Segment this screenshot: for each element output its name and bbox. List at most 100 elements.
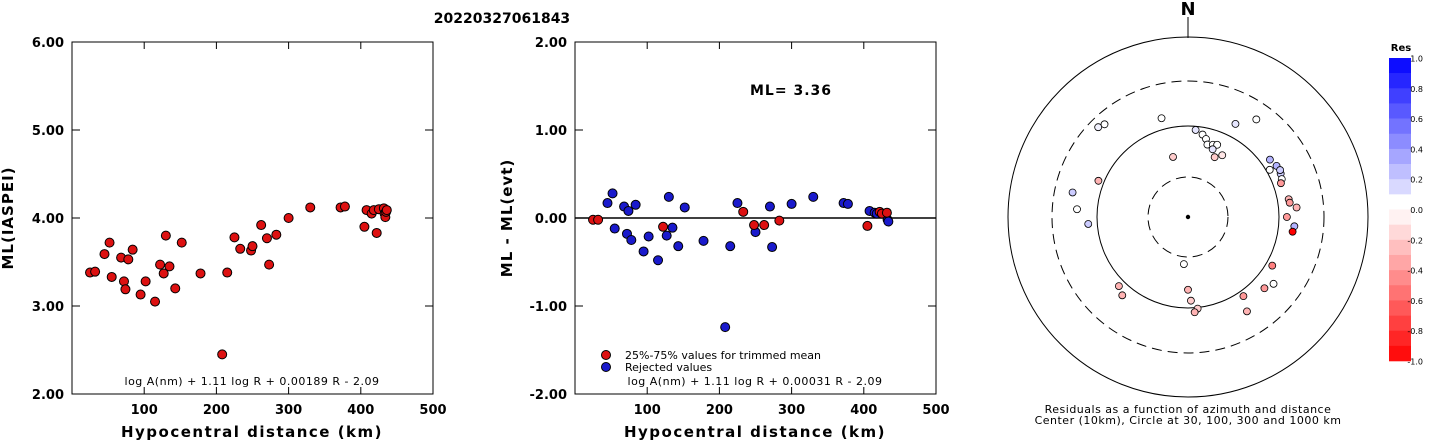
y-axis-ticks: 2.00 3.00 4.00 5.00 6.00 xyxy=(32,36,433,403)
data-point xyxy=(164,261,175,272)
colorbar-cell xyxy=(1389,330,1411,347)
ml-residual-chart: -2.00 -1.00 0.00 1.00 2.00 100 200 300 400 500 M… xyxy=(498,36,950,441)
x-tick-label: 500 xyxy=(419,403,446,418)
data-point xyxy=(123,254,134,265)
x-tick-label: 200 xyxy=(706,403,733,418)
colorbar-tick-label: -0.4 xyxy=(1407,267,1423,276)
y-axis-title: ML - ML(evt) xyxy=(498,159,516,277)
residual-point xyxy=(1269,279,1278,288)
data-point xyxy=(176,237,187,248)
x-tick-label: 200 xyxy=(203,403,230,418)
legend: 25%-75% values for trimmed mean Rejected… xyxy=(601,349,821,374)
data-point xyxy=(222,267,233,278)
data-point xyxy=(725,241,736,252)
ml-vs-distance-chart: 2.00 3.00 4.00 5.00 6.00 100 200 300 400 500 log… xyxy=(0,36,447,441)
y-tick-label: 4.00 xyxy=(32,212,64,227)
data-point xyxy=(264,259,275,270)
legend-marker-rejected xyxy=(601,362,611,372)
data-point xyxy=(661,230,672,241)
colorbar-cell xyxy=(1389,224,1411,241)
data-point xyxy=(371,227,382,238)
data-point xyxy=(283,213,294,223)
ring-100km xyxy=(1096,125,1280,309)
ml-value-text: ML= 3.36 xyxy=(750,83,832,99)
data-point xyxy=(155,259,166,270)
residual-point xyxy=(1118,291,1127,300)
center-dot xyxy=(1185,214,1191,220)
colorbar-cell xyxy=(1389,270,1411,286)
residual-point xyxy=(1210,153,1219,162)
data-point xyxy=(195,268,206,279)
colorbar-cell xyxy=(1389,148,1411,165)
data-point xyxy=(658,221,669,232)
colorbar-cells xyxy=(1389,58,1411,362)
residual-point xyxy=(1231,119,1240,128)
colorbar-title: Res xyxy=(1391,43,1411,54)
data-point xyxy=(638,246,649,257)
colorbar-cell xyxy=(1389,88,1411,104)
data-points xyxy=(85,201,392,360)
residual-point xyxy=(1239,292,1248,301)
colorbar-tick-label: 0.2 xyxy=(1410,176,1423,185)
data-points xyxy=(588,188,894,333)
residual-point xyxy=(1243,307,1251,316)
colorbar-ticks: 1.0 0.8 0.6 0.4 0.2 0.0 -0.2 -0.4 -0.6 -0.8 -1.0 xyxy=(1407,55,1423,367)
data-point xyxy=(90,266,101,277)
colorbar-cell xyxy=(1389,239,1411,256)
data-point xyxy=(673,241,684,252)
colorbar-tick-label: 0.6 xyxy=(1410,115,1423,124)
data-point xyxy=(720,322,731,333)
data-point xyxy=(120,284,131,295)
residual-point xyxy=(1068,188,1077,197)
x-axis-ticks: 100 200 300 400 500 xyxy=(634,42,950,418)
data-point xyxy=(104,237,115,248)
data-point xyxy=(630,199,641,210)
data-point xyxy=(609,223,620,234)
colorbar-cell xyxy=(1389,315,1411,331)
data-point xyxy=(271,229,282,240)
residual-point xyxy=(1252,115,1261,124)
residual-point xyxy=(1276,166,1285,174)
data-point xyxy=(883,216,894,227)
residual-point xyxy=(1191,126,1200,134)
data-point xyxy=(764,201,775,212)
data-point xyxy=(786,198,797,209)
distance-rings xyxy=(1007,36,1369,398)
residual-point xyxy=(1094,176,1103,185)
data-point xyxy=(759,220,770,231)
y-tick-label: 0.00 xyxy=(535,212,567,227)
colorbar-cell xyxy=(1389,300,1411,316)
figure-title: 20220327061843 xyxy=(434,11,570,27)
data-point xyxy=(235,243,246,254)
plot-frame xyxy=(71,41,434,395)
data-point xyxy=(140,276,151,287)
formula-text: log A(nm) + 1.11 log R + 0.00189 R - 2.0… xyxy=(125,375,380,388)
residual-point xyxy=(1282,213,1291,221)
ring-1000km xyxy=(1007,36,1369,398)
residual-points xyxy=(1068,114,1301,317)
residual-point xyxy=(1084,220,1093,228)
data-point xyxy=(842,198,853,209)
colorbar-tick-label: -1.0 xyxy=(1407,358,1423,367)
data-point xyxy=(862,220,873,231)
ring-30km xyxy=(1147,176,1229,258)
residual-point xyxy=(1190,308,1199,317)
colorbar-cell xyxy=(1389,209,1411,225)
y-tick-label: 3.00 xyxy=(32,300,64,315)
data-point xyxy=(127,244,138,255)
colorbar-cell xyxy=(1389,345,1411,362)
ring-300km xyxy=(1051,80,1325,354)
x-tick-label: 300 xyxy=(275,403,302,418)
data-point xyxy=(106,271,117,282)
data-point xyxy=(607,188,618,199)
residual-point xyxy=(1268,261,1277,270)
data-point xyxy=(626,235,637,245)
y-tick-label: -2.00 xyxy=(530,388,567,403)
data-point xyxy=(679,202,690,213)
colorbar-cell xyxy=(1389,254,1411,271)
data-point xyxy=(158,268,169,279)
data-point xyxy=(774,215,785,226)
data-point xyxy=(217,349,228,360)
residual-point xyxy=(1184,285,1192,294)
data-point xyxy=(339,201,350,212)
